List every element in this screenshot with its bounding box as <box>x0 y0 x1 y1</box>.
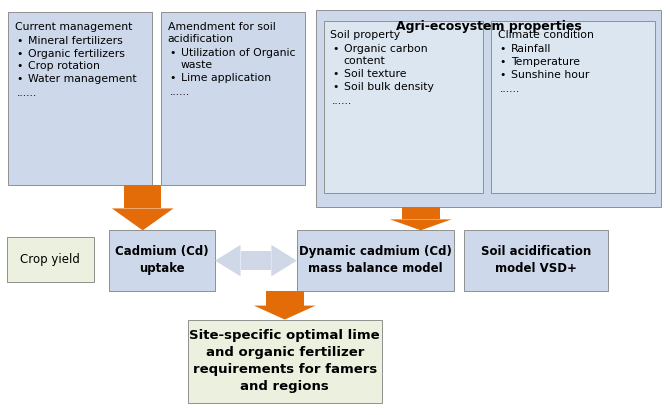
Text: •: • <box>332 82 339 92</box>
Text: •: • <box>332 69 339 79</box>
Text: acidification: acidification <box>168 34 234 44</box>
FancyBboxPatch shape <box>109 230 215 290</box>
Text: Climate condition: Climate condition <box>498 30 594 40</box>
FancyBboxPatch shape <box>316 10 661 208</box>
Text: Site-specific optimal lime
and organic fertilizer
requirements for famers
and re: Site-specific optimal lime and organic f… <box>190 329 380 393</box>
FancyBboxPatch shape <box>324 21 483 193</box>
Text: Temperature: Temperature <box>511 57 580 67</box>
Polygon shape <box>241 251 271 270</box>
FancyBboxPatch shape <box>161 12 305 185</box>
Polygon shape <box>266 290 304 305</box>
Polygon shape <box>254 305 316 320</box>
FancyBboxPatch shape <box>8 12 152 185</box>
Text: •: • <box>170 73 176 83</box>
Polygon shape <box>215 245 241 276</box>
Text: Mineral fertilizers: Mineral fertilizers <box>28 36 123 46</box>
Text: Crop yield: Crop yield <box>20 253 80 266</box>
Polygon shape <box>112 208 174 230</box>
Polygon shape <box>390 220 452 230</box>
Text: waste: waste <box>181 60 213 70</box>
Polygon shape <box>402 208 440 220</box>
FancyBboxPatch shape <box>491 21 655 193</box>
Text: Soil acidification
model VSD+: Soil acidification model VSD+ <box>481 245 592 276</box>
Text: Soil bulk density: Soil bulk density <box>344 82 433 92</box>
Text: Organic fertilizers: Organic fertilizers <box>28 49 125 59</box>
Text: •: • <box>500 70 507 80</box>
Text: Water management: Water management <box>28 74 137 84</box>
FancyBboxPatch shape <box>464 230 608 290</box>
Text: •: • <box>17 36 23 46</box>
Text: Soil property: Soil property <box>330 30 401 40</box>
Text: Utilization of Organic: Utilization of Organic <box>181 48 295 58</box>
Text: •: • <box>500 44 507 54</box>
Text: ......: ...... <box>332 96 352 106</box>
Text: •: • <box>500 57 507 67</box>
Text: content: content <box>344 56 385 66</box>
FancyBboxPatch shape <box>297 230 454 290</box>
Text: •: • <box>17 74 23 84</box>
Text: •: • <box>170 48 176 58</box>
Text: ......: ...... <box>500 83 520 94</box>
Text: ......: ...... <box>17 88 37 98</box>
FancyBboxPatch shape <box>188 320 382 403</box>
Polygon shape <box>271 245 297 276</box>
Text: Cadmium (Cd)
uptake: Cadmium (Cd) uptake <box>115 245 209 276</box>
Text: Amendment for soil: Amendment for soil <box>168 22 275 32</box>
Text: Crop rotation: Crop rotation <box>28 61 100 71</box>
Text: Current management: Current management <box>15 22 132 32</box>
FancyBboxPatch shape <box>7 237 94 282</box>
Polygon shape <box>124 185 161 208</box>
Text: •: • <box>332 44 339 54</box>
Text: •: • <box>17 49 23 59</box>
Text: ......: ...... <box>170 87 190 97</box>
Text: Agri-ecosystem properties: Agri-ecosystem properties <box>396 20 582 32</box>
Text: Dynamic cadmium (Cd)
mass balance model: Dynamic cadmium (Cd) mass balance model <box>299 245 452 276</box>
Text: Sunshine hour: Sunshine hour <box>511 70 590 80</box>
Text: •: • <box>17 61 23 71</box>
Text: Rainfall: Rainfall <box>511 44 551 54</box>
Text: Organic carbon: Organic carbon <box>344 44 427 54</box>
Text: Soil texture: Soil texture <box>344 69 406 79</box>
Text: Lime application: Lime application <box>181 73 271 83</box>
